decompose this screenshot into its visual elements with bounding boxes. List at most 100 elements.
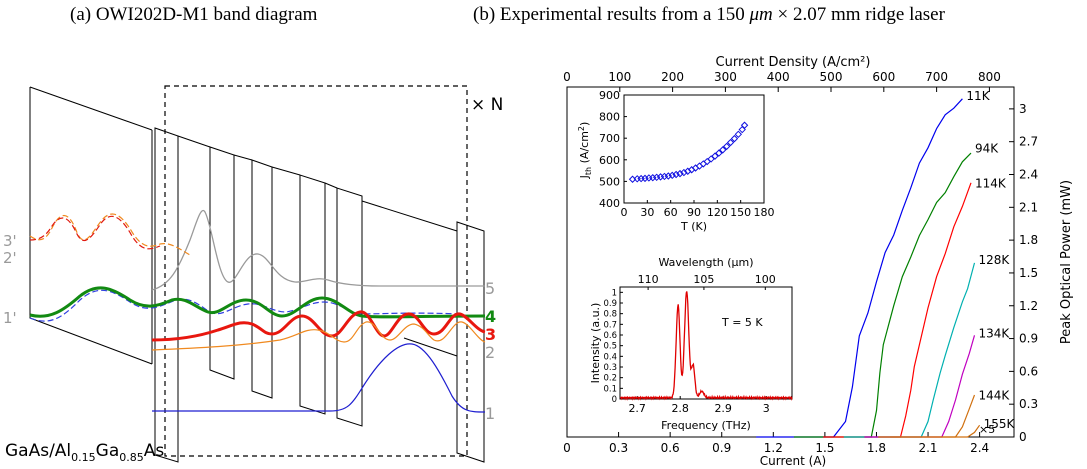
jth-x-tick-label: 30 — [640, 206, 654, 219]
li-x-tick-label: 0 — [563, 441, 571, 455]
jth-point — [719, 146, 727, 154]
spectrum-y-axis-label: Intensity (a.u.) — [589, 303, 602, 384]
li-series-line — [864, 335, 976, 438]
li-top-tick-label: 0 — [563, 70, 571, 84]
state-label-1prime: 1' — [3, 309, 17, 327]
li-top-tick-label: 100 — [608, 70, 631, 84]
jth-inset-frame — [623, 94, 765, 204]
li-x-tick-label: 0.6 — [661, 441, 680, 455]
li-series-line — [756, 98, 963, 438]
state-4-curve — [29, 286, 486, 319]
spectrum-top-tick-label: 100 — [755, 273, 776, 286]
jth-point — [645, 174, 653, 182]
li-chart: 0 0.3 0.6 0.9 1.2 1.5 1.8 2.1 2.4 0 100 200 300 400 5… — [563, 55, 1074, 468]
spectrum-y-tick-label: 0.3 — [603, 363, 617, 373]
spectrum-y-tick-label: 1 — [612, 288, 617, 298]
spectrum-x-tick-label: 2.9 — [714, 402, 732, 415]
jth-point — [726, 138, 735, 147]
jth-x-tick-label: 90 — [687, 206, 701, 219]
li-series-line — [890, 424, 981, 438]
state-label-5: 5 — [485, 279, 495, 298]
jth-point — [711, 152, 719, 160]
li-series-line — [823, 182, 972, 438]
jth-point — [738, 125, 746, 134]
jth-point — [649, 174, 657, 182]
jth-point — [740, 121, 749, 129]
caption-left: (a) OWI202D-M1 band diagram — [70, 4, 318, 25]
li-top-tick-label: 400 — [767, 70, 790, 84]
li-x-tick-label: 0.9 — [712, 441, 731, 455]
jth-y-tick-label: 600 — [599, 154, 620, 167]
li-series-label: 128K — [978, 253, 1010, 267]
li-y-axis-label: Peak Optical Power (mW) — [1059, 180, 1074, 344]
jth-y-tick-label: 700 — [599, 132, 620, 145]
spectrum-y-tick-label: 0.6 — [603, 331, 617, 341]
spectrum-y-tick-label: 0.2 — [603, 374, 617, 384]
period-box — [164, 85, 468, 457]
barriers — [29, 86, 485, 463]
jth-x-axis-label: T (K) — [680, 220, 707, 233]
jth-inset: 0 30 60 90 120 150 180 400 500 600 700 800 900 T (K)… — [577, 89, 775, 233]
spectrum-inset: 2.7 2.8 2.9 300.10.20.30.40.50.60.70.80.911… — [589, 256, 793, 432]
li-y-tick-label: 3 — [1019, 102, 1027, 116]
caption-right: (b) Experimental results from a 150 μm ×… — [473, 4, 945, 25]
jth-point — [668, 171, 676, 180]
jth-inset-ticks: 0 30 60 90 120 150 180 400 500 600 700 800 900 — [599, 89, 775, 219]
li-x-tick-label: 1.5 — [815, 441, 834, 455]
li-x-tick-label: 1.8 — [867, 441, 886, 455]
li-x-axis-label: Current (A) — [760, 454, 826, 468]
jth-point — [722, 142, 731, 151]
li-y-ticks: 0 0.3 0.6 0.9 1.2 1.5 1.8 2.1 2.4 2.7 3 — [1009, 102, 1038, 444]
jth-y-tick-label: 900 — [599, 89, 620, 102]
jth-x-tick-label: 60 — [664, 206, 678, 219]
material-label: GaAs/Al0.15Ga0.85As — [5, 441, 164, 464]
li-y-tick-label: 0.9 — [1019, 332, 1038, 346]
jth-y-tick-label: 500 — [599, 175, 620, 188]
jth-point — [637, 174, 645, 183]
state-label-2prime: 2' — [3, 249, 17, 267]
li-y-tick-label: 1.5 — [1019, 266, 1038, 280]
jth-point — [672, 170, 680, 179]
jth-point — [664, 172, 673, 180]
spectrum-y-tick-label: 0.7 — [603, 320, 617, 330]
jth-point — [633, 175, 641, 183]
li-series-line — [878, 394, 976, 438]
li-x-ticks: 0 0.3 0.6 0.9 1.2 1.5 1.8 2.1 2.4 — [563, 432, 989, 455]
li-x-tick-label: 2.1 — [918, 441, 937, 455]
jth-y-axis-label: Jth (A/cm2) — [577, 122, 593, 180]
jth-point — [641, 174, 649, 183]
state-label-2: 2 — [485, 343, 495, 362]
li-top-tick-label: 200 — [661, 70, 684, 84]
li-top-tick-label: 500 — [820, 70, 843, 84]
li-y-tick-label: 1.8 — [1019, 233, 1038, 247]
jth-point — [715, 149, 723, 157]
li-annotation-x5: ×5 — [979, 423, 995, 436]
li-top-tick-label: 600 — [872, 70, 895, 84]
li-x-tick-label: 0.3 — [609, 441, 628, 455]
li-series-label: 155K — [984, 417, 1016, 431]
li-x-tick-label: 2.4 — [970, 441, 989, 455]
state-label-3prime: 3' — [3, 232, 17, 250]
li-y-tick-label: 2.1 — [1019, 200, 1038, 214]
li-series-label: 144K — [978, 389, 1010, 403]
li-top-axis-label: Current Density (A/cm²) — [716, 55, 871, 70]
jth-point — [660, 172, 669, 181]
li-series-label: 94K — [975, 141, 999, 155]
spectrum-y-tick-label: 0 — [612, 395, 617, 405]
li-y-tick-label: 0 — [1019, 430, 1027, 444]
li-series-label: 11K — [966, 89, 990, 103]
li-y-tick-label: 0.6 — [1019, 364, 1038, 378]
li-y-tick-label: 1.2 — [1019, 299, 1038, 313]
state-5-curve — [151, 209, 485, 291]
spectrum-top-tick-label: 110 — [638, 273, 659, 286]
jth-inset-points — [628, 121, 749, 183]
jth-x-tick-label: 120 — [707, 206, 728, 219]
jth-x-tick-label: 180 — [754, 206, 775, 219]
jth-x-tick-label: 150 — [730, 206, 751, 219]
spectrum-y-tick-label: 0.1 — [603, 384, 617, 394]
spectrum-y-tick-label: 0.9 — [603, 299, 617, 309]
li-top-tick-label: 700 — [925, 70, 948, 84]
spectrum-x-tick-label: 2.8 — [671, 402, 689, 415]
spectrum-top-tick-label: 105 — [693, 273, 714, 286]
state-2prime-curve — [29, 213, 191, 256]
